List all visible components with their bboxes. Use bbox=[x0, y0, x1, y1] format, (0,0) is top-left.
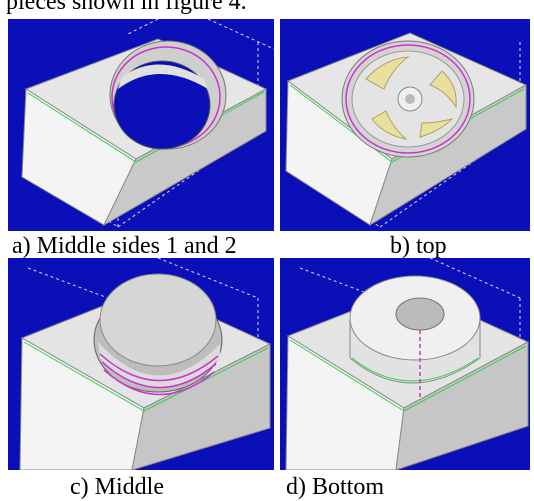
panel-c-render bbox=[8, 258, 274, 470]
panel-b-caption: b) top bbox=[390, 233, 447, 259]
panel-d-caption: d) Bottom bbox=[286, 474, 385, 500]
intro-text: pieces shown in figure 4. bbox=[6, 0, 247, 15]
figure-panel-b bbox=[280, 19, 530, 231]
panel-d-render bbox=[280, 258, 530, 470]
panel-a-render bbox=[8, 19, 274, 231]
figure-panel-d bbox=[280, 258, 530, 470]
figure-panel-c bbox=[8, 258, 274, 470]
figure-panel-a bbox=[8, 19, 274, 231]
panel-c-caption: c) Middle bbox=[70, 474, 164, 500]
panel-b-render bbox=[280, 19, 530, 231]
panel-a-caption: a) Middle sides 1 and 2 bbox=[12, 233, 237, 259]
